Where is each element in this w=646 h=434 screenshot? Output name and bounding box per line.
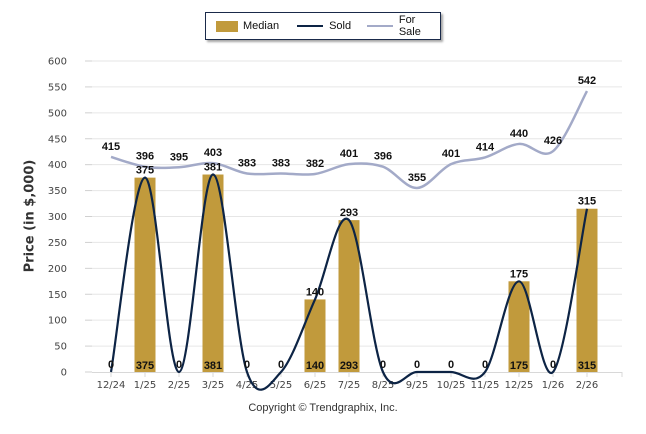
- x-tick-label: 12/25: [505, 380, 534, 391]
- sold-data-label: 0: [108, 359, 114, 371]
- y-axis-ticks: 0 50 100 150 200 250 300 350 400 450 500 550 600: [48, 57, 92, 379]
- for-sale-data-label: 403: [204, 147, 222, 159]
- sold-data-label: 375: [136, 165, 154, 177]
- x-tick-label: 9/25: [406, 380, 428, 391]
- y-tick-label: 600: [48, 57, 67, 68]
- sold-data-label: 0: [176, 359, 182, 371]
- y-tick-label: 150: [48, 290, 67, 301]
- median-data-label: 375: [136, 360, 154, 372]
- y-axis-label: Price (in $,000): [22, 159, 38, 273]
- x-tick-label: 4/25: [236, 380, 258, 391]
- for-sale-data-label: 415: [102, 141, 120, 153]
- median-bars: [134, 174, 598, 372]
- for-sale-data-label: 542: [578, 75, 596, 87]
- x-tick-label: 1/26: [542, 380, 564, 391]
- for-sale-data-label: 396: [136, 151, 154, 163]
- y-tick-label: 350: [48, 186, 67, 197]
- for-sale-data-label: 355: [408, 172, 426, 184]
- sold-data-label: 0: [278, 359, 284, 371]
- legend-item-median: Median: [216, 20, 279, 32]
- for-sale-data-label: 440: [510, 128, 528, 140]
- sold-data-label: 293: [340, 207, 358, 219]
- sold-data-label: 381: [204, 162, 222, 174]
- median-bar: [304, 299, 326, 372]
- legend-label-for-sale: For Sale: [398, 14, 421, 38]
- x-tick-label: 2/25: [168, 380, 190, 391]
- x-tick-label: 11/25: [471, 380, 500, 391]
- for-sale-data-label: 382: [306, 158, 324, 170]
- for-sale-data-label: 401: [442, 148, 460, 160]
- y-tick-label: 50: [54, 342, 67, 353]
- series-lines: [109, 90, 589, 391]
- x-axis: 12/24 1/25 2/25 3/25 4/25 5/25 6/25 7/25 8/25 9/2…: [92, 372, 623, 391]
- x-tick-label: 1/25: [134, 380, 156, 391]
- for-sale-data-label: 396: [374, 151, 392, 163]
- median-data-label: 175: [510, 360, 528, 372]
- median-bar: [134, 177, 156, 372]
- y-tick-label: 250: [48, 238, 67, 249]
- median-bar: [576, 208, 598, 372]
- for-sale-line: [110, 90, 589, 190]
- median-data-label: 140: [306, 360, 324, 372]
- sold-data-label: 140: [306, 286, 324, 298]
- legend: Median Sold For Sale: [205, 12, 441, 40]
- y-tick-label: 450: [48, 134, 67, 145]
- legend-swatch-median: [216, 20, 238, 32]
- for-sale-data-label: 383: [238, 157, 256, 169]
- for-sale-data-label: 426: [544, 135, 562, 147]
- copyright-text: Copyright © Trendgraphix, Inc.: [248, 402, 398, 414]
- data-labels: 415 396 395 403 383 383 382 401 396 355 401 414 440 4…: [102, 75, 596, 372]
- legend-item-for-sale: For Sale: [367, 14, 440, 38]
- sold-data-label: 0: [550, 359, 556, 371]
- x-tick-label: 10/25: [437, 380, 466, 391]
- y-tick-label: 200: [48, 264, 67, 275]
- sold-line: [109, 173, 589, 391]
- x-tick-label: 12/24: [97, 380, 126, 391]
- for-sale-data-label: 383: [272, 157, 290, 169]
- y-tick-label: 0: [61, 368, 67, 379]
- sold-data-label: 0: [482, 359, 488, 371]
- median-data-label: 293: [340, 360, 358, 372]
- y-tick-label: 300: [48, 212, 67, 223]
- sold-data-label: 315: [578, 196, 596, 208]
- x-tick-label: 7/25: [338, 380, 360, 391]
- legend-label-median: Median: [243, 20, 280, 32]
- median-data-label: 381: [204, 360, 222, 372]
- x-tick-label: 8/25: [372, 380, 394, 391]
- x-tick-label: 2/26: [576, 380, 598, 391]
- sold-data-label: 0: [414, 359, 420, 371]
- y-tick-label: 400: [48, 160, 67, 171]
- sold-data-label: 0: [448, 359, 454, 371]
- y-tick-label: 550: [48, 82, 67, 93]
- x-tick-label: 5/25: [270, 380, 292, 391]
- median-bar: [508, 281, 530, 372]
- x-tick-label: 3/25: [202, 380, 224, 391]
- sold-data-label: 0: [244, 359, 250, 371]
- y-tick-label: 500: [48, 108, 67, 119]
- sold-data-label: 175: [510, 268, 528, 280]
- for-sale-data-label: 401: [340, 148, 358, 160]
- legend-swatch-sold: [297, 25, 324, 27]
- x-tick-label: 6/25: [304, 380, 326, 391]
- sold-data-label: 0: [380, 359, 386, 371]
- median-bar: [338, 220, 360, 372]
- median-bar: [202, 174, 224, 372]
- y-tick-label: 100: [48, 316, 67, 327]
- for-sale-data-label: 414: [476, 141, 495, 153]
- legend-item-sold: Sold: [297, 20, 351, 32]
- median-data-label: 315: [578, 360, 596, 372]
- legend-swatch-for-sale: [367, 25, 393, 27]
- for-sale-data-label: 395: [170, 151, 188, 163]
- legend-label-sold: Sold: [329, 20, 352, 32]
